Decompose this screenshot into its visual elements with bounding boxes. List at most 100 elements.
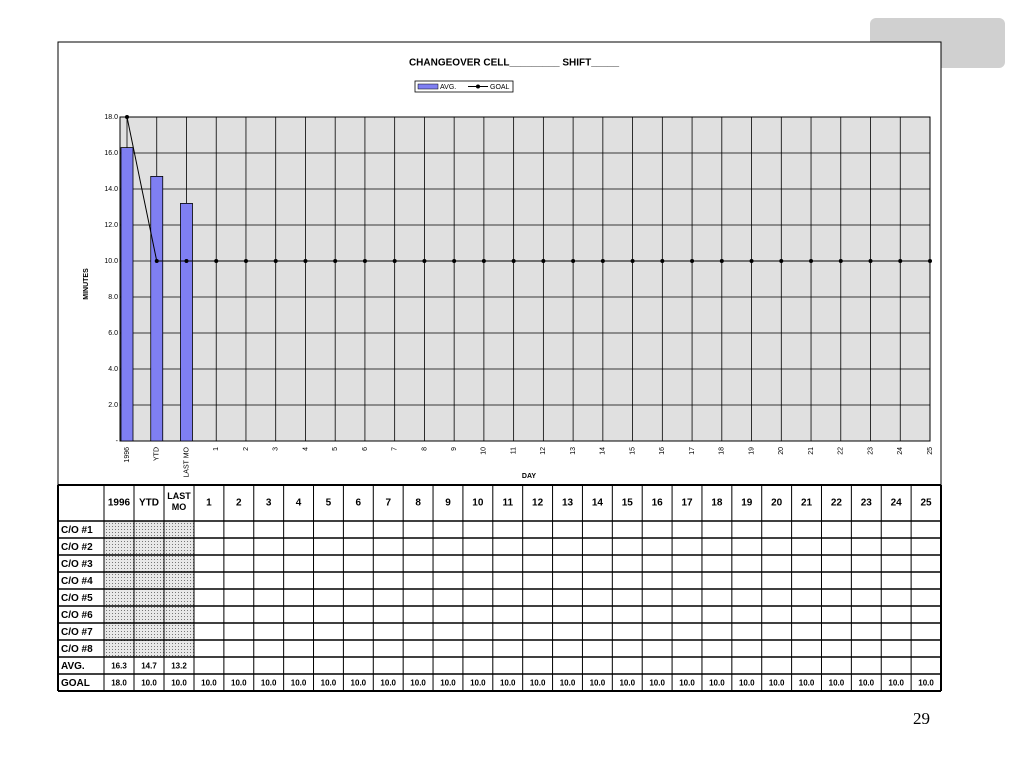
marker: [898, 259, 903, 263]
shaded-cell: [164, 589, 194, 606]
x-tick-label: 8: [421, 447, 428, 451]
plot-area: [119, 116, 931, 442]
row-label: C/O #1: [61, 525, 93, 536]
marker: [422, 259, 427, 263]
column-header: 6: [356, 498, 362, 509]
marker: [779, 259, 784, 263]
cell: 10.0: [171, 679, 187, 688]
marker: [243, 259, 248, 263]
marker: [749, 259, 754, 263]
shaded-cell: [134, 538, 164, 555]
page-number: 29: [913, 709, 930, 728]
legend-label: AVG.: [440, 84, 456, 91]
cell: 16.3: [111, 662, 127, 671]
marker: [481, 259, 486, 263]
shaded-cell: [104, 572, 134, 589]
cell: 10.0: [619, 679, 635, 688]
marker: [868, 259, 873, 263]
column-header: 17: [681, 498, 693, 509]
column-header: 23: [861, 498, 873, 509]
y-axis-title: MINUTES: [83, 268, 90, 300]
x-tick-label: 24: [897, 447, 904, 455]
column-header: YTD: [139, 498, 159, 509]
row-label: AVG.: [61, 661, 85, 672]
cell: 10.0: [560, 679, 576, 688]
row-label: C/O #2: [61, 542, 93, 553]
marker: [600, 259, 605, 263]
x-tick-label: 11: [510, 447, 517, 454]
x-tick-label: 1: [213, 447, 220, 451]
column-header: 18: [711, 498, 723, 509]
cell: 10.0: [829, 679, 845, 688]
row-label: C/O #4: [61, 576, 93, 587]
column-header: 16: [652, 498, 664, 509]
marker: [541, 259, 546, 263]
cell: 10.0: [590, 679, 606, 688]
y-tick-label: 10.0: [104, 258, 118, 265]
column-header: 9: [445, 498, 451, 509]
cell: 10.0: [291, 679, 307, 688]
x-tick-label: 14: [600, 447, 607, 455]
cell: 10.0: [709, 679, 725, 688]
marker: [928, 259, 932, 263]
shaded-cell: [164, 521, 194, 538]
shaded-cell: [164, 623, 194, 640]
row-label: C/O #7: [61, 627, 93, 638]
cell: 10.0: [918, 679, 934, 688]
column-header: 12: [532, 498, 544, 509]
y-tick-label: 16.0: [104, 150, 118, 157]
cell: 10.0: [739, 679, 755, 688]
marker: [452, 259, 457, 263]
marker: [214, 259, 219, 263]
y-tick-label: -: [116, 438, 119, 445]
shaded-cell: [134, 589, 164, 606]
y-tick-label: 18.0: [104, 114, 118, 121]
column-header: 21: [801, 498, 813, 509]
marker: [690, 259, 695, 263]
legend: AVG. GOAL: [414, 80, 514, 93]
cell: 10.0: [141, 679, 157, 688]
cell: 10.0: [888, 679, 904, 688]
column-header: 3: [266, 498, 272, 509]
column-header: 25: [920, 498, 932, 509]
cell: 10.0: [679, 679, 695, 688]
column-header: 24: [891, 498, 903, 509]
x-tick-label: 17: [689, 447, 696, 455]
cell: 10.0: [530, 679, 546, 688]
cell: 10.0: [201, 679, 217, 688]
x-tick-label: 5: [332, 447, 339, 451]
y-tick-label: 6.0: [108, 330, 118, 337]
column-header: LAST MO: [167, 491, 191, 512]
legend-swatch: [417, 83, 439, 90]
marker: [571, 259, 576, 263]
cell: 10.0: [410, 679, 426, 688]
y-tick-label: 2.0: [108, 402, 118, 409]
column-header: 11: [502, 498, 513, 509]
row-label: GOAL: [61, 678, 90, 689]
x-tick-label: 12: [540, 447, 547, 455]
shaded-cell: [164, 606, 194, 623]
cell: 10.0: [859, 679, 875, 688]
marker: [511, 259, 516, 263]
cell: 10.0: [799, 679, 815, 688]
cell: 13.2: [171, 662, 187, 671]
shaded-cell: [134, 606, 164, 623]
cell: 14.7: [141, 662, 157, 671]
shaded-cell: [134, 572, 164, 589]
x-tick-label: 1996: [124, 447, 131, 463]
row-label: C/O #3: [61, 559, 93, 570]
column-header: 20: [771, 498, 783, 509]
x-tick-label: LAST MO: [183, 446, 190, 477]
x-tick-label: 7: [392, 447, 399, 451]
column-header: 15: [622, 498, 634, 509]
x-tick-label: 20: [778, 447, 785, 455]
marker: [838, 259, 843, 263]
x-tick-label: 2: [243, 447, 250, 451]
y-tick-label: 8.0: [108, 294, 118, 301]
cell: 10.0: [500, 679, 516, 688]
shaded-cell: [104, 521, 134, 538]
x-tick-label: 19: [748, 447, 755, 455]
marker: [303, 259, 308, 263]
shaded-cell: [104, 640, 134, 657]
shaded-cell: [104, 555, 134, 572]
